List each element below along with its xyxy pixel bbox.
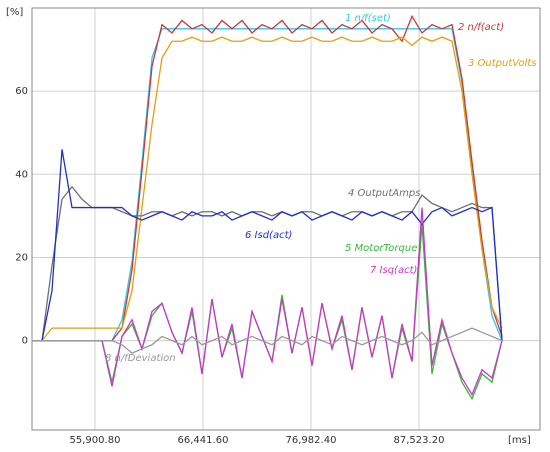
- x-tick-label: 55,900.80: [70, 435, 121, 446]
- x-tick-label: 76,982.40: [286, 435, 337, 446]
- series-line: [32, 149, 503, 342]
- y-tick-label: 20: [15, 252, 28, 263]
- legend-label: 5 MotorTorque: [345, 243, 417, 254]
- x-tick-label: 66,441.60: [178, 435, 229, 446]
- legend-label: 3 OutputVolts: [468, 58, 537, 69]
- y-tick-label: 40: [15, 169, 28, 180]
- legend-label: 4 OutputAmps: [348, 188, 420, 199]
- legend-label: 2 n/f(act): [458, 22, 504, 33]
- plot-frame: [31, 7, 541, 431]
- legend-label: 8 n/fDeviation: [105, 353, 176, 364]
- series-line: [32, 327, 503, 354]
- legend-label: 6 Isd(act): [245, 230, 292, 241]
- legend-label: 7 Isq(act): [370, 265, 417, 276]
- legend-label: 1 n/f(set): [345, 13, 391, 24]
- series-line: [32, 36, 503, 342]
- y-tick-label: 0: [22, 336, 28, 347]
- x-tick-label: 87,523.20: [394, 435, 445, 446]
- y-tick-label: 60: [15, 86, 28, 97]
- y-axis-label: [%]: [6, 7, 23, 18]
- x-axis-label: [ms]: [508, 435, 531, 446]
- series-line: [32, 207, 503, 397]
